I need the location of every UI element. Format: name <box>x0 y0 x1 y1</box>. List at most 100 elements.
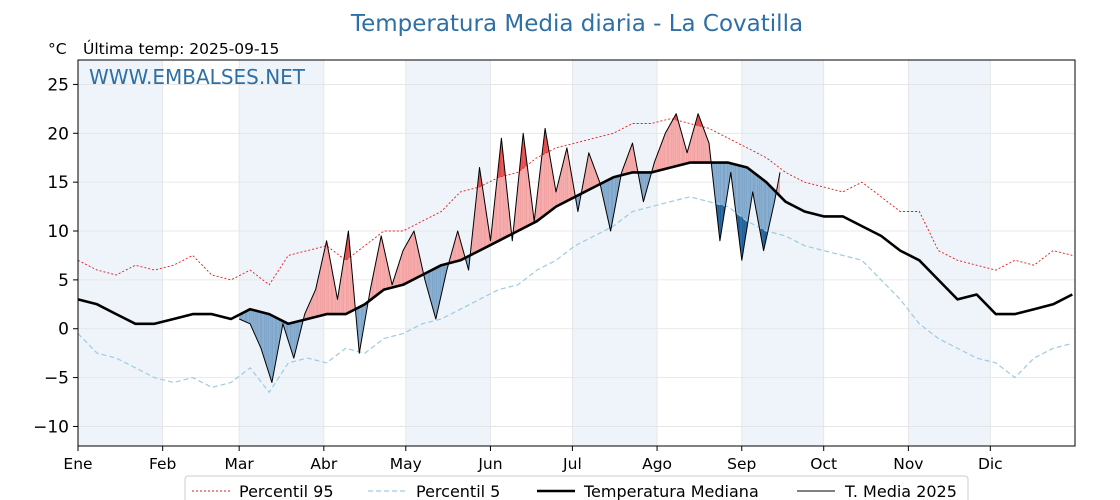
cold-anomaly-fill <box>299 320 301 337</box>
warm-anomaly-fill <box>673 116 675 167</box>
percentile-5-line <box>77 196 1073 394</box>
cold-anomaly-fill <box>245 310 248 323</box>
cold-anomaly-fill <box>241 312 244 321</box>
warm-anomaly-fill <box>592 163 595 188</box>
warm-anomaly-fill <box>314 289 316 318</box>
warm-anomaly-fill <box>672 118 674 168</box>
warm-anomaly-fill <box>536 186 539 222</box>
y-tick-label: 20 <box>47 124 69 144</box>
warm-anomaly-fill <box>382 242 384 291</box>
warm-anomaly-fill <box>633 150 636 173</box>
warm-anomaly-fill <box>519 160 521 231</box>
warm-anomaly-fill <box>704 132 707 163</box>
x-tick-label: May <box>390 455 422 473</box>
current-year-line <box>238 113 781 383</box>
cold-anomaly-fill <box>617 175 619 195</box>
warm-anomaly-fill <box>304 311 307 320</box>
cold-anomaly-fill <box>252 309 255 334</box>
warm-anomaly-fill <box>659 144 662 171</box>
warm-anomaly-fill <box>333 277 335 315</box>
warm-anomaly-fill <box>670 121 673 168</box>
y-tick-label: −10 <box>33 417 69 437</box>
warm-anomaly-fill <box>312 292 315 318</box>
month-band <box>239 60 324 446</box>
cold-anomaly-fill <box>644 172 647 197</box>
warm-anomaly-fill <box>540 151 543 219</box>
warm-anomaly-fill <box>479 167 481 251</box>
warm-anomaly-fill <box>560 169 562 205</box>
warm-anomaly-fill <box>629 146 632 174</box>
warm-anomaly-fill <box>631 143 633 173</box>
extreme-warm-fill <box>501 138 503 177</box>
warm-anomaly-fill <box>554 183 557 208</box>
x-tick-label: Sep <box>727 455 756 473</box>
warm-anomaly-fill <box>557 180 559 206</box>
cold-anomaly-fill <box>438 265 440 307</box>
cold-anomaly-fill <box>764 181 767 245</box>
warm-anomaly-fill <box>332 270 334 315</box>
cold-anomaly-fill <box>255 310 257 340</box>
warm-anomaly-fill <box>326 240 328 315</box>
x-tick-label: Mar <box>225 455 255 473</box>
cold-anomaly-fill <box>609 178 611 232</box>
warm-anomaly-fill <box>370 282 372 301</box>
legend-label-p95: Percentil 95 <box>239 482 334 500</box>
warm-anomaly-fill <box>565 147 567 202</box>
warm-anomaly-fill <box>478 167 480 252</box>
warm-anomaly-fill <box>698 113 700 163</box>
warm-anomaly-fill <box>680 128 682 166</box>
warm-anomaly-fill <box>539 163 541 220</box>
warm-anomaly-fill <box>668 125 670 169</box>
y-axis-ticks: −10 −5 0 5 10 15 20 25 <box>33 75 78 437</box>
month-band <box>908 60 991 446</box>
warm-anomaly-fill <box>375 256 378 296</box>
warm-anomaly-fill <box>568 155 570 201</box>
warm-anomaly-fill <box>662 136 664 170</box>
cold-anomaly-fill <box>269 314 271 379</box>
warm-anomaly-fill <box>341 265 343 315</box>
unit-label: °C <box>48 40 67 58</box>
warm-anomaly-fill <box>401 250 404 286</box>
warm-anomaly-fill <box>590 156 592 190</box>
warm-anomaly-fill <box>480 176 483 250</box>
cold-anomaly-fill <box>360 305 363 346</box>
cold-anomaly-fill <box>359 306 361 354</box>
plot-frame <box>77 59 1076 447</box>
chart-title: Temperatura Media diaria - La Covatilla <box>350 11 803 37</box>
cold-anomaly-fill <box>770 186 772 221</box>
cold-anomaly-fill <box>251 309 253 330</box>
cold-anomaly-fill <box>243 311 245 322</box>
warm-anomaly-fill <box>398 259 401 286</box>
extreme-cold-fill <box>762 228 764 251</box>
warm-anomaly-fill <box>677 118 679 166</box>
warm-anomaly-fill <box>327 248 330 315</box>
warm-anomaly-fill <box>681 133 684 165</box>
cold-anomaly-fill <box>760 177 763 244</box>
warm-anomaly-fill <box>381 235 383 292</box>
warm-anomaly-fill <box>588 152 591 190</box>
warm-anomaly-fill <box>550 160 552 211</box>
cold-anomaly-fill <box>267 313 270 374</box>
warm-anomaly-fill <box>476 180 479 252</box>
cold-anomaly-fill <box>293 322 296 359</box>
cold-anomaly-fill <box>605 180 607 213</box>
warm-anomaly-fill <box>386 260 389 289</box>
cold-anomaly-fill <box>756 174 759 222</box>
cold-anomaly-fill <box>444 264 446 283</box>
extreme-cold-fill <box>718 204 720 241</box>
month-band <box>572 60 658 446</box>
warm-anomaly-fill <box>321 259 323 316</box>
warm-anomaly-fill <box>658 147 660 171</box>
cold-anomaly-fill <box>643 172 645 202</box>
warm-anomaly-fill <box>319 265 322 316</box>
cold-anomaly-fill <box>277 318 279 354</box>
warm-anomaly-fill <box>475 193 477 253</box>
warm-anomaly-fill <box>307 304 309 319</box>
cold-anomaly-fill <box>430 270 432 305</box>
warm-anomaly-fill <box>377 249 379 295</box>
cold-anomaly-fill <box>647 172 649 188</box>
cold-anomaly-fill <box>263 312 266 362</box>
cold-anomaly-fill <box>433 268 435 315</box>
y-tick-label: 25 <box>47 75 69 95</box>
warm-anomaly-fill <box>591 160 593 189</box>
